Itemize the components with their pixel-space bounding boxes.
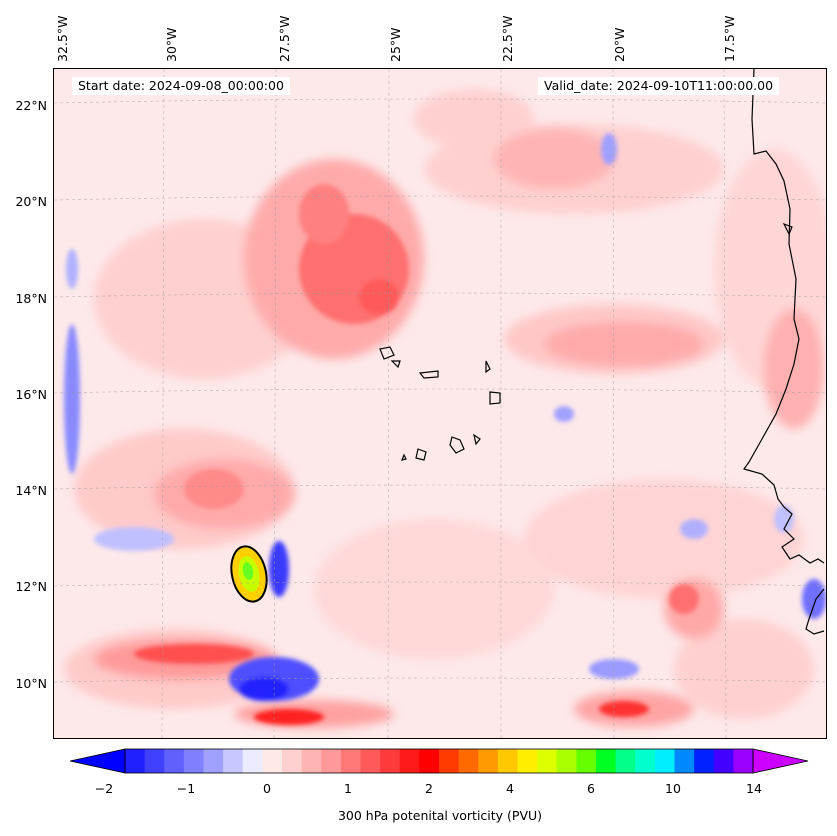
colorbar-cell [694,749,715,773]
colorbar-cell [674,749,695,773]
colorbar-left-arrow [70,748,126,774]
lat-label-18n: 18°N [15,291,47,306]
colorbar-cell [125,749,146,773]
colorbar-tick-14: 14 [746,781,762,796]
colorbar-cell [596,749,617,773]
cape-verde-islands [379,346,501,461]
colorbar-cell [458,749,479,773]
colorbar-cell [497,749,519,773]
lat-label-14n: 14°N [15,483,47,498]
pv-light-pink-areas [64,89,826,719]
coastline [743,69,825,635]
colorbar-tick-0: 0 [263,781,271,796]
colorbar-tick-10: 10 [665,781,681,796]
pv-red-areas [134,184,699,725]
colorbar-cell [321,749,342,773]
lon-label-22-5w: 22.5°W [500,15,515,62]
colorbar-cell [517,749,538,773]
colorbar-cell [556,749,577,773]
colorbar-tick-1: 1 [344,781,352,796]
lon-label-30w: 30°W [164,27,179,62]
colorbar-cell [164,749,185,773]
colorbar-cell [183,749,205,773]
lon-label-25w: 25°W [388,27,403,62]
colorbar-cell [419,749,440,773]
lat-label-12n: 12°N [15,579,47,594]
colorbar-tick-2: 2 [425,781,433,796]
lon-label-27-5w: 27.5°W [277,15,292,62]
pv-field-svg [54,69,826,738]
colorbar-tick-6: 6 [587,781,595,796]
lat-label-22n: 22°N [15,98,47,113]
lon-label-17-5w: 17.5°W [722,15,737,62]
lat-label-16n: 16°N [15,387,47,402]
colorbar [70,748,809,774]
colorbar-cell [340,749,362,773]
colorbar-cell [242,749,263,773]
valid-date-label: Valid_date: 2024-09-10T11:00:00.00 [538,77,780,95]
pv-map [53,68,827,739]
colorbar-tick-neg2: −2 [94,781,114,796]
colorbar-cell [203,749,224,773]
colorbar-cell [144,749,165,773]
colorbar-cells [125,749,754,773]
colorbar-tick-neg1: −1 [176,781,196,796]
lat-label-10n: 10°N [15,676,47,691]
colorbar-cell [615,749,636,773]
colorbar-cell [399,749,420,773]
colorbar-cell [223,749,244,773]
start-date-label: Start date: 2024-09-08_00:00:00 [72,77,290,95]
colorbar-cell [478,749,499,773]
lon-label-20w: 20°W [612,27,627,62]
colorbar-cell [713,749,734,773]
colorbar-cell [635,749,656,773]
colorbar-cell [439,749,460,773]
colorbar-cell [654,749,676,773]
colorbar-cell [733,749,754,773]
colorbar-label: 300 hPa potenital vorticity (PVU) [337,808,543,823]
colorbar-cell [301,749,322,773]
colorbar-cell [262,749,283,773]
colorbar-outline [124,748,754,774]
lon-label-32-5w: 32.5°W [55,15,70,62]
colorbar-cell [537,749,558,773]
colorbar-right-arrow [752,748,809,774]
lat-label-20n: 20°N [15,194,47,209]
pv-blue-areas [64,133,826,701]
colorbar-cell [380,749,401,773]
colorbar-cell [576,749,597,773]
colorbar-cell [282,749,303,773]
gridlines [54,69,826,738]
colorbar-tick-4: 4 [506,781,514,796]
colorbar-cell [360,749,381,773]
